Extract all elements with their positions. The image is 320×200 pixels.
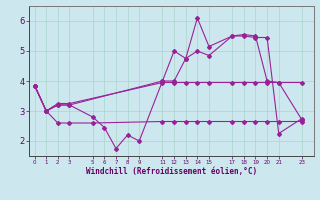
X-axis label: Windchill (Refroidissement éolien,°C): Windchill (Refroidissement éolien,°C) (86, 167, 257, 176)
